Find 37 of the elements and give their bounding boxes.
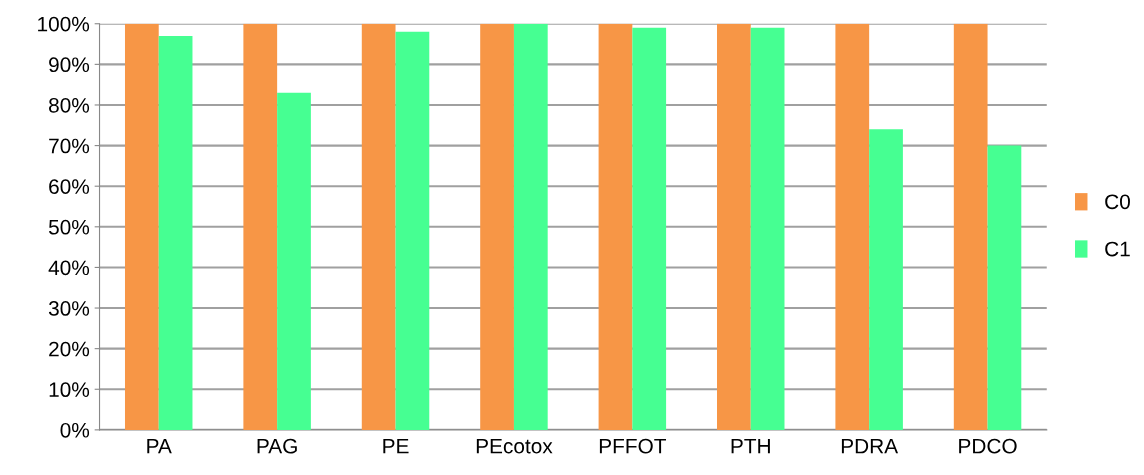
y-tick-label: 60% (49, 179, 90, 194)
y-tick-label: 90% (49, 57, 90, 73)
bar (361, 23, 396, 430)
bar (632, 27, 667, 430)
bar (869, 129, 903, 430)
x-tick-label: PDCO (959, 438, 1017, 454)
bar (987, 145, 1022, 430)
bar (277, 92, 311, 430)
y-tick-label: 30% (48, 301, 90, 316)
y-tick-label: 100% (38, 16, 90, 32)
x-tick-label: PEcotox (476, 438, 553, 454)
x-tick-label: PTH (731, 438, 770, 454)
bar (395, 31, 430, 430)
x-tick-label: PA (147, 438, 172, 454)
legend-label: C0 (1105, 194, 1130, 210)
bar (124, 23, 159, 430)
y-tick-label: 40% (48, 260, 90, 276)
y-tick-label: 80% (49, 97, 90, 113)
bar (513, 23, 548, 430)
bar (835, 23, 870, 430)
bar (717, 23, 751, 430)
bar (243, 23, 278, 430)
y-tick-label: 10% (49, 382, 90, 398)
bar (598, 23, 633, 430)
y-tick-label: 70% (49, 138, 90, 154)
x-tick-label: PE (383, 438, 409, 454)
y-tick-label: 20% (49, 341, 90, 357)
bar (480, 23, 514, 430)
bar (953, 23, 988, 430)
bar (750, 27, 785, 430)
x-tick-label: PFFOT (599, 438, 667, 454)
bar (158, 35, 193, 430)
y-tick-label: 0% (60, 422, 90, 438)
y-tick-label: 50% (48, 219, 90, 235)
x-tick-label: PAG (257, 438, 297, 454)
x-tick-label: PDRA (841, 438, 899, 454)
legend-label: C1 (1105, 241, 1130, 257)
